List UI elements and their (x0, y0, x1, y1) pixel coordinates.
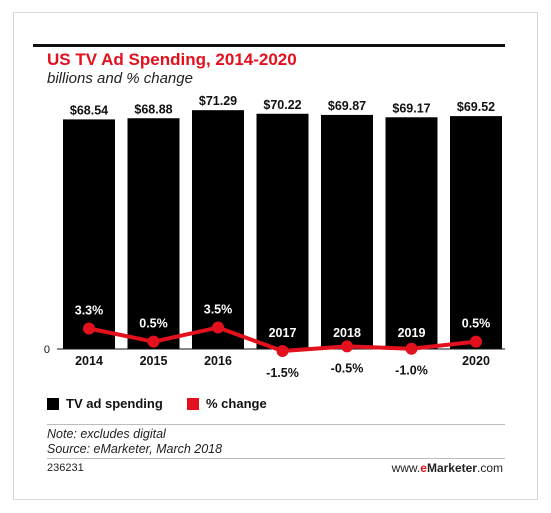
brand-highlight: e (420, 461, 427, 475)
legend-swatch-line (187, 397, 199, 410)
percent-change-label: 3.5% (204, 303, 233, 317)
bar-2017 (256, 113, 309, 349)
brand-suffix: .com (476, 461, 503, 475)
bar-2018 (321, 114, 373, 349)
percent-change-label: -1.5% (266, 366, 299, 380)
x-tick-label: 2015 (140, 354, 168, 368)
bar-value-label: $70.22 (263, 98, 301, 112)
legend-label-percent-change: % change (206, 396, 267, 411)
chart-title: US TV Ad Spending, 2014-2020 (47, 50, 297, 69)
percent-change-label: -0.5% (331, 361, 364, 375)
bar-2016 (192, 110, 244, 349)
percent-change-point (147, 335, 160, 348)
x-tick-label: 2017 (269, 326, 297, 340)
bar-value-label: $68.88 (134, 102, 172, 116)
bar-2020 (450, 116, 502, 349)
legend-swatch-bar (47, 397, 59, 410)
brand-prefix: www. (391, 461, 421, 475)
percent-change-label: 3.3% (75, 303, 104, 317)
chart-subtitle: billions and % change (47, 70, 193, 87)
bar-value-label: $69.52 (457, 100, 495, 114)
x-tick-label: 2016 (204, 354, 232, 368)
percent-change-point (83, 322, 95, 335)
bar-value-label: $71.29 (199, 94, 237, 108)
chart-area: $68.54 $68.88 $71.29 $70.22 $69.87 $69.17 $69.… (44, 94, 505, 380)
x-tick-label: 2020 (462, 354, 490, 368)
brand-link[interactable]: www.eMarketer.com (392, 461, 503, 475)
percent-change-point (405, 342, 418, 355)
percent-change-label: 0.5% (462, 317, 491, 331)
bar-2014 (63, 119, 115, 350)
legend-item-percent-change: % change (187, 396, 267, 411)
percent-change-point (212, 321, 224, 334)
footer-divider (47, 458, 505, 459)
bar-value-label: $69.87 (328, 99, 366, 113)
brand-main: Marketer (426, 461, 477, 475)
bar-value-label: $68.54 (70, 103, 108, 117)
note-divider (47, 424, 505, 425)
title-rule (33, 44, 505, 47)
percent-change-label: 0.5% (139, 317, 168, 331)
percent-change-label: -1.0% (395, 364, 428, 378)
percent-change-point (276, 345, 289, 358)
legend-label-tv-ad-spending: TV ad spending (66, 396, 163, 411)
bar-value-label: $69.17 (392, 101, 430, 115)
percent-change-point (341, 340, 353, 353)
percent-change-point (470, 335, 482, 348)
legend-item-tv-ad-spending: TV ad spending (47, 396, 163, 411)
x-tick-label: 2019 (398, 326, 426, 340)
bar-2019 (385, 117, 438, 349)
note-text: Note: excludes digital (47, 427, 166, 441)
x-tick-label: 2014 (75, 354, 103, 368)
chart-id: 236231 (47, 462, 84, 474)
x-tick-label: 2018 (333, 326, 361, 340)
zero-tick-label: 0 (44, 344, 50, 356)
source-text: Source: eMarketer, March 2018 (47, 442, 223, 456)
bar-2015 (127, 118, 180, 349)
